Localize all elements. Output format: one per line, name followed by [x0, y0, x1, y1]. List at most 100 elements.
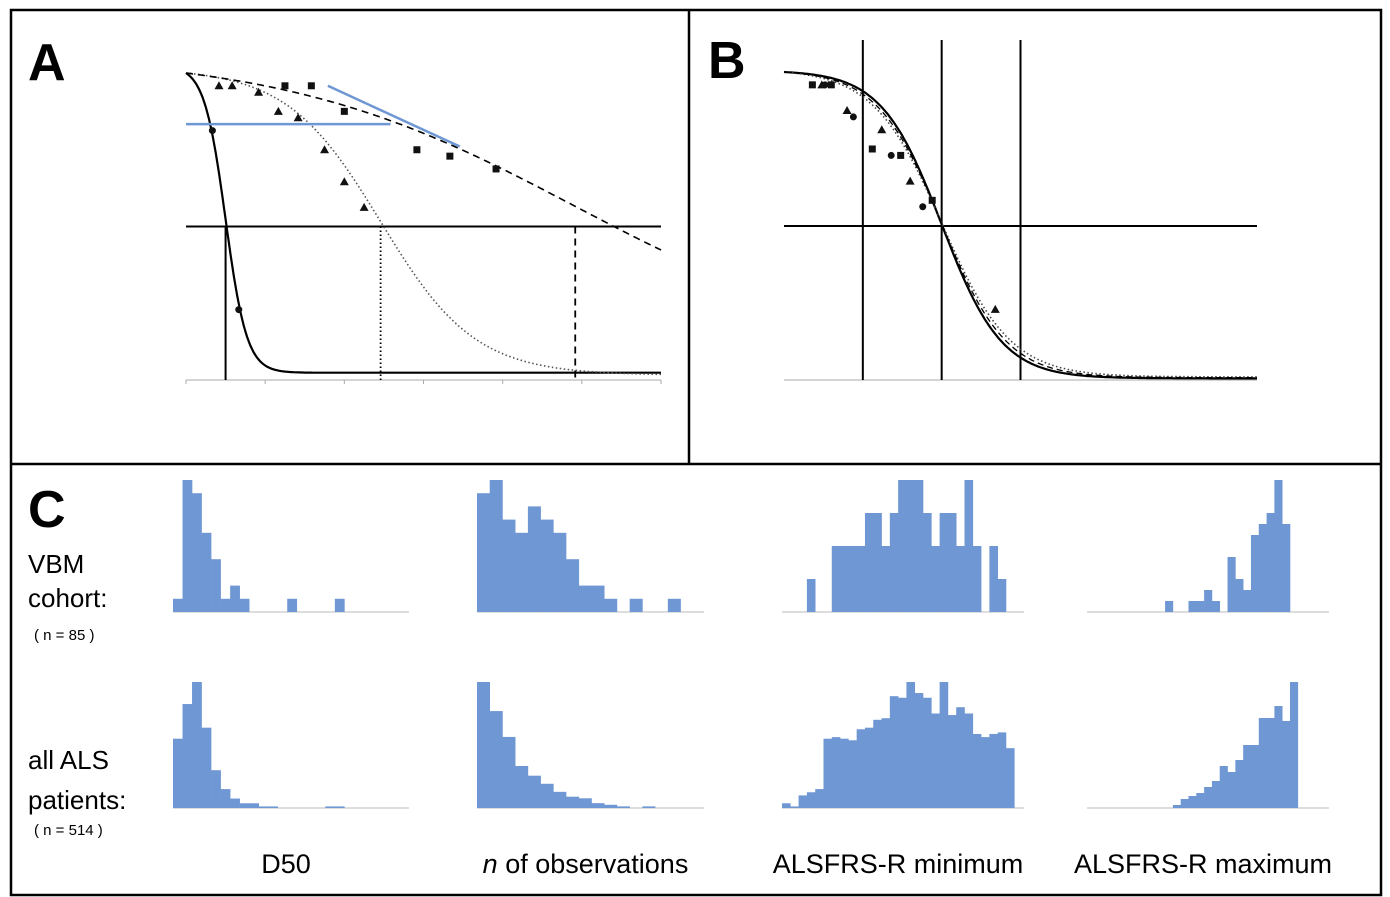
histogram-bar [566, 559, 580, 612]
histogram-bar [1196, 793, 1205, 808]
histogram-bar [931, 713, 940, 808]
histogram-bar [997, 579, 1007, 612]
data-point [905, 176, 915, 185]
x-axis-title-text: ALSFRS-R maximum [1074, 849, 1332, 879]
histogram-bar [1180, 799, 1189, 808]
data-point [208, 127, 216, 135]
panel-letter-c: C [28, 481, 66, 539]
histogram-bar [864, 727, 874, 808]
histogram-bar [1165, 601, 1174, 612]
histogram-bar [477, 493, 491, 612]
histogram-bar [1219, 766, 1228, 808]
histogram-bar [502, 736, 516, 808]
data-point [281, 82, 289, 90]
histogram-bar [873, 719, 882, 808]
histogram-bar [1243, 745, 1252, 808]
data-point [808, 81, 816, 89]
histogram-bar [220, 598, 231, 612]
histogram-bar [1204, 590, 1213, 612]
histogram-bar [477, 682, 491, 808]
histogram-bar [956, 546, 965, 612]
histogram-bar [831, 546, 841, 612]
histogram-bar [923, 513, 932, 612]
histogram-bar [898, 697, 907, 808]
row-label-vbm-n: ( n = 85 ) [34, 627, 94, 644]
histogram-bar [230, 585, 240, 612]
x-axis-title: ALSFRS-R maximum [1074, 849, 1332, 879]
histogram-bar [964, 480, 974, 612]
normalized-progression-curve [783, 70, 1257, 380]
histogram-bar [230, 798, 240, 808]
intermediate-progressor-curve [185, 72, 661, 376]
histogram-bar [864, 513, 874, 612]
histogram-bar [848, 740, 857, 808]
histogram-bar [989, 546, 998, 612]
data-point [990, 304, 1000, 313]
histogram-bar [591, 585, 605, 612]
histogram-bar [972, 546, 982, 612]
histogram-bar [182, 704, 193, 808]
histogram-bar [287, 598, 298, 612]
data-point [254, 87, 264, 96]
histogram-bar [325, 806, 336, 808]
panel-b-plot [783, 40, 1257, 381]
data-point [849, 113, 857, 121]
x-axis-title-text: D50 [261, 849, 311, 879]
histogram-bar [1204, 787, 1213, 808]
histogram-bar [798, 795, 808, 808]
histogram-bar [815, 789, 824, 808]
data-point [919, 203, 927, 211]
data-point [868, 145, 876, 153]
histogram-bar [249, 803, 259, 808]
data-point [307, 82, 315, 90]
histogram-bar [1005, 748, 1015, 808]
histogram-bar [981, 737, 990, 808]
histogram-bar [1227, 557, 1236, 612]
histogram-bar [540, 783, 554, 808]
histogram-bar [1243, 590, 1252, 612]
normalized-progression-curve [783, 71, 1257, 378]
histogram-bar [629, 598, 643, 612]
histogram-bar [873, 513, 882, 612]
histogram-bar [1250, 745, 1260, 808]
data-point [413, 146, 421, 154]
slow-progressor-curve [185, 72, 662, 251]
x-axis-title: ALSFRS-R minimum [773, 849, 1024, 879]
row-label-all-line1: all ALS [28, 745, 109, 775]
histogram-bar [211, 559, 221, 612]
histogram-bar [173, 738, 183, 808]
histogram-bar [939, 513, 949, 612]
histogram-bar [840, 546, 849, 612]
histogram-bar [1290, 682, 1299, 808]
histogram-bar [220, 789, 231, 808]
histogram-bar [268, 806, 279, 808]
histogram-bar [881, 546, 891, 612]
histogram-bar [258, 806, 269, 808]
data-point [227, 81, 237, 90]
row-label-all-n: ( n = 514 ) [34, 822, 103, 839]
x-axis-title-text: ALSFRS-R minimum [773, 849, 1024, 879]
histogram-bar [182, 480, 193, 612]
histogram-bar [515, 532, 529, 612]
data-point [293, 113, 303, 122]
data-point [827, 81, 835, 89]
histogram-bar [489, 480, 503, 612]
histogram-bar [906, 480, 916, 612]
histogram-bar [914, 693, 924, 808]
histogram-bar [964, 713, 974, 808]
data-point [340, 107, 348, 115]
histogram-bar [667, 598, 681, 612]
histogram-bar [790, 806, 799, 808]
panel-c-histograms: D50 n of observations ALSFRS-R minimum ALSF… [173, 480, 1332, 879]
histogram-bar [889, 696, 899, 808]
histogram-bar [1235, 760, 1244, 808]
data-point [887, 151, 895, 159]
histogram-bar [782, 803, 791, 808]
panel-a-plot [185, 72, 662, 384]
data-point [235, 306, 243, 314]
histogram-bar [578, 585, 592, 612]
histogram-bar [201, 727, 212, 808]
histogram-bar [1211, 601, 1221, 612]
histogram-bar [947, 715, 957, 808]
histogram-bar [192, 493, 202, 612]
